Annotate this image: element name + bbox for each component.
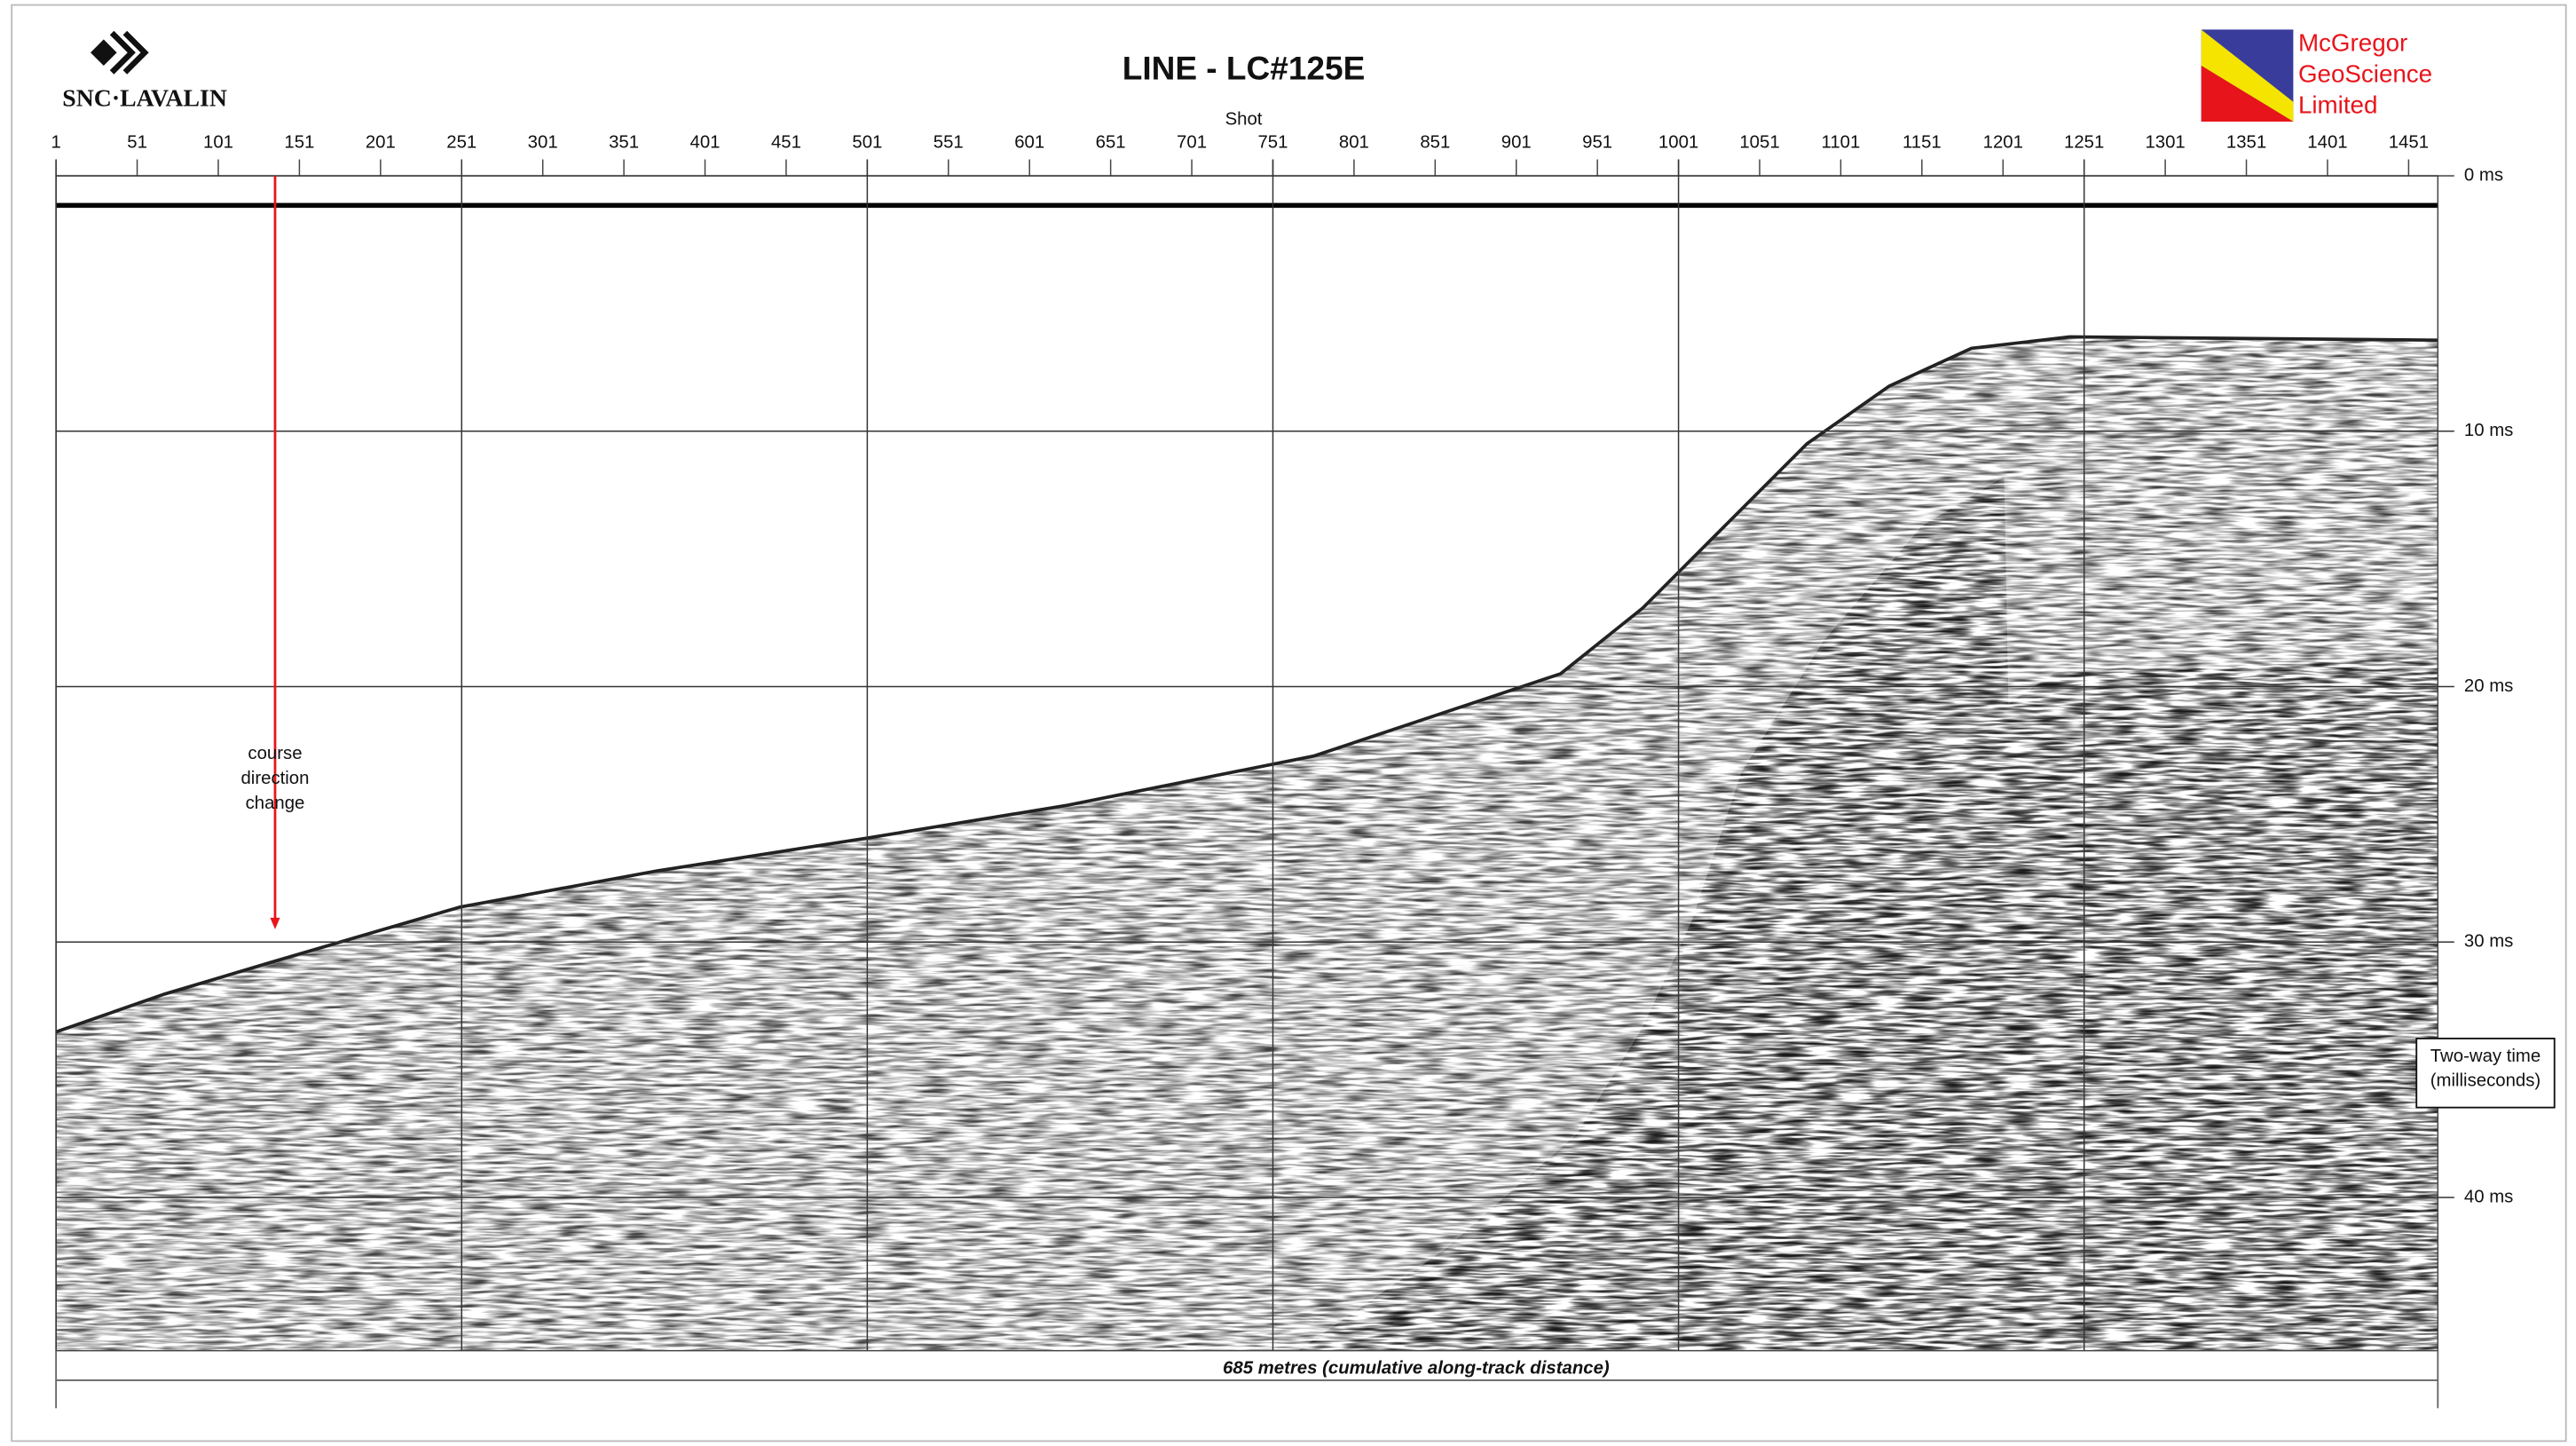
y-axis-label: Two-way time (milliseconds) <box>2416 1045 2554 1094</box>
x-tick-label: 1101 <box>1822 132 1861 152</box>
x-tick-label: 51 <box>127 132 147 152</box>
annotation-arrowhead <box>270 918 280 929</box>
x-tick-label: 1301 <box>2145 132 2185 152</box>
x-tick-label: 501 <box>852 132 882 152</box>
logo-right: Limited <box>2298 91 2377 119</box>
x-tick-label: 651 <box>1096 132 1126 152</box>
x-tick-label: 251 <box>446 132 477 152</box>
x-tick-label: 851 <box>1420 132 1450 152</box>
x-tick-label: 1351 <box>2226 132 2266 152</box>
x-tick-label: 1151 <box>1902 132 1942 152</box>
logo-right: GeoScience <box>2298 59 2432 87</box>
x-tick-label: 551 <box>934 132 964 152</box>
footer-label: 685 metres (cumulative along-track dista… <box>1223 1358 1610 1378</box>
y-tick-label: 40 ms <box>2464 1187 2513 1206</box>
y-tick-label: 10 ms <box>2464 421 2513 440</box>
annotation-wrap: course direction change <box>217 743 333 826</box>
y-axis-label-wrap: Two-way time (milliseconds) <box>2416 1045 2554 1104</box>
x-tick-label: 401 <box>690 132 721 152</box>
x-tick-label: 1 <box>51 132 60 152</box>
x-tick-label: 601 <box>1014 132 1044 152</box>
x-tick-label: 201 <box>366 132 396 152</box>
x-tick-label: 701 <box>1177 132 1207 152</box>
x-tick-label: 101 <box>203 132 233 152</box>
chart: 1511011512012513013514014515015516016517… <box>0 0 2576 1446</box>
x-tick-label: 951 <box>1582 132 1612 152</box>
annotation-text: course direction change <box>217 743 333 817</box>
x-tick-label: 351 <box>609 132 639 152</box>
y-tick-label: 30 ms <box>2464 932 2513 952</box>
x-tick-label: 751 <box>1257 132 1288 152</box>
x-tick-label: 1201 <box>1983 132 2023 152</box>
x-tick-label: 1251 <box>2064 132 2104 152</box>
x-tick-label: 1451 <box>2389 132 2429 152</box>
y-tick-label: 20 ms <box>2464 676 2513 696</box>
x-axis-label: Shot <box>1225 110 1263 130</box>
y-tick-label: 0 ms <box>2464 165 2503 185</box>
x-tick-label: 1401 <box>2307 132 2347 152</box>
logo-left: SNC·LAVALIN <box>62 84 227 112</box>
logo-right: McGregor <box>2298 28 2407 56</box>
snc-mark <box>91 39 117 66</box>
chart-title: LINE - LC#125E <box>1123 49 1366 86</box>
x-tick-label: 801 <box>1339 132 1369 152</box>
x-tick-label: 451 <box>771 132 801 152</box>
x-tick-label: 301 <box>528 132 558 152</box>
x-tick-label: 1051 <box>1739 132 1779 152</box>
x-tick-label: 901 <box>1501 132 1532 152</box>
x-tick-label: 1001 <box>1658 132 1698 152</box>
x-tick-label: 151 <box>284 132 314 152</box>
